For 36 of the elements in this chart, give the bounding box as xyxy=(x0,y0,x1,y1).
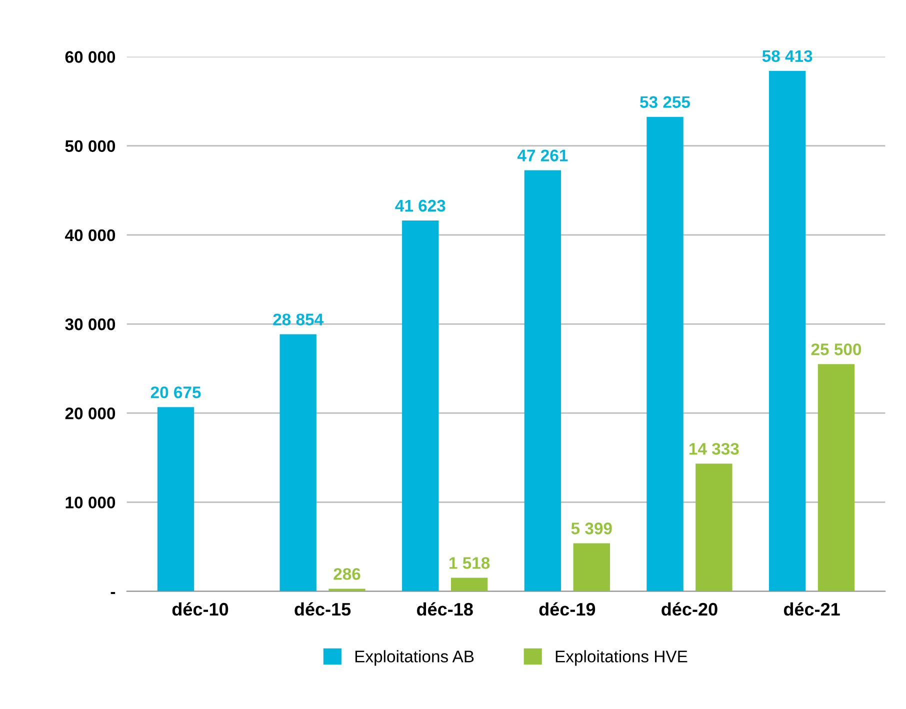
bar xyxy=(402,220,439,592)
y-tick-label: 40 000 xyxy=(65,229,116,242)
bar xyxy=(280,334,316,592)
data-label: 28 854 xyxy=(273,314,324,326)
data-label: 41 623 xyxy=(395,200,446,212)
data-label: 25 500 xyxy=(811,343,862,356)
bar xyxy=(768,70,806,592)
bar xyxy=(157,407,194,592)
data-label: 47 261 xyxy=(517,150,568,162)
y-tick-label: 50 000 xyxy=(65,140,116,152)
x-tick-label: déc-10 xyxy=(172,602,228,616)
y-tick-label: 60 000 xyxy=(65,51,116,63)
bar xyxy=(450,578,488,592)
legend-label: Exploitations HVE xyxy=(556,650,688,666)
bar xyxy=(646,116,684,592)
data-label: 1 518 xyxy=(450,557,490,569)
y-tick-label: 20 000 xyxy=(65,408,116,420)
y-tick-label: - xyxy=(110,592,116,594)
x-tick-label: déc-18 xyxy=(416,602,473,616)
data-label: 5 399 xyxy=(571,522,612,534)
data-label: 20 675 xyxy=(150,386,201,398)
x-tick-label: déc-15 xyxy=(294,602,351,616)
y-tick-label: 10 000 xyxy=(66,496,116,508)
y-tick-label: 30 000 xyxy=(65,318,116,330)
bar xyxy=(818,364,855,592)
data-label: 286 xyxy=(334,568,360,580)
bar xyxy=(573,543,610,592)
data-label: 53 255 xyxy=(640,96,690,108)
bar xyxy=(696,464,732,592)
legend-label: Exploitations AB xyxy=(355,650,474,666)
x-tick-label: déc-21 xyxy=(784,602,840,616)
x-tick-label: déc-20 xyxy=(662,602,718,616)
data-label: 58 413 xyxy=(762,50,812,62)
data-label: 14 333 xyxy=(689,442,739,455)
x-tick-label: déc-19 xyxy=(539,602,596,616)
bar xyxy=(524,170,562,592)
